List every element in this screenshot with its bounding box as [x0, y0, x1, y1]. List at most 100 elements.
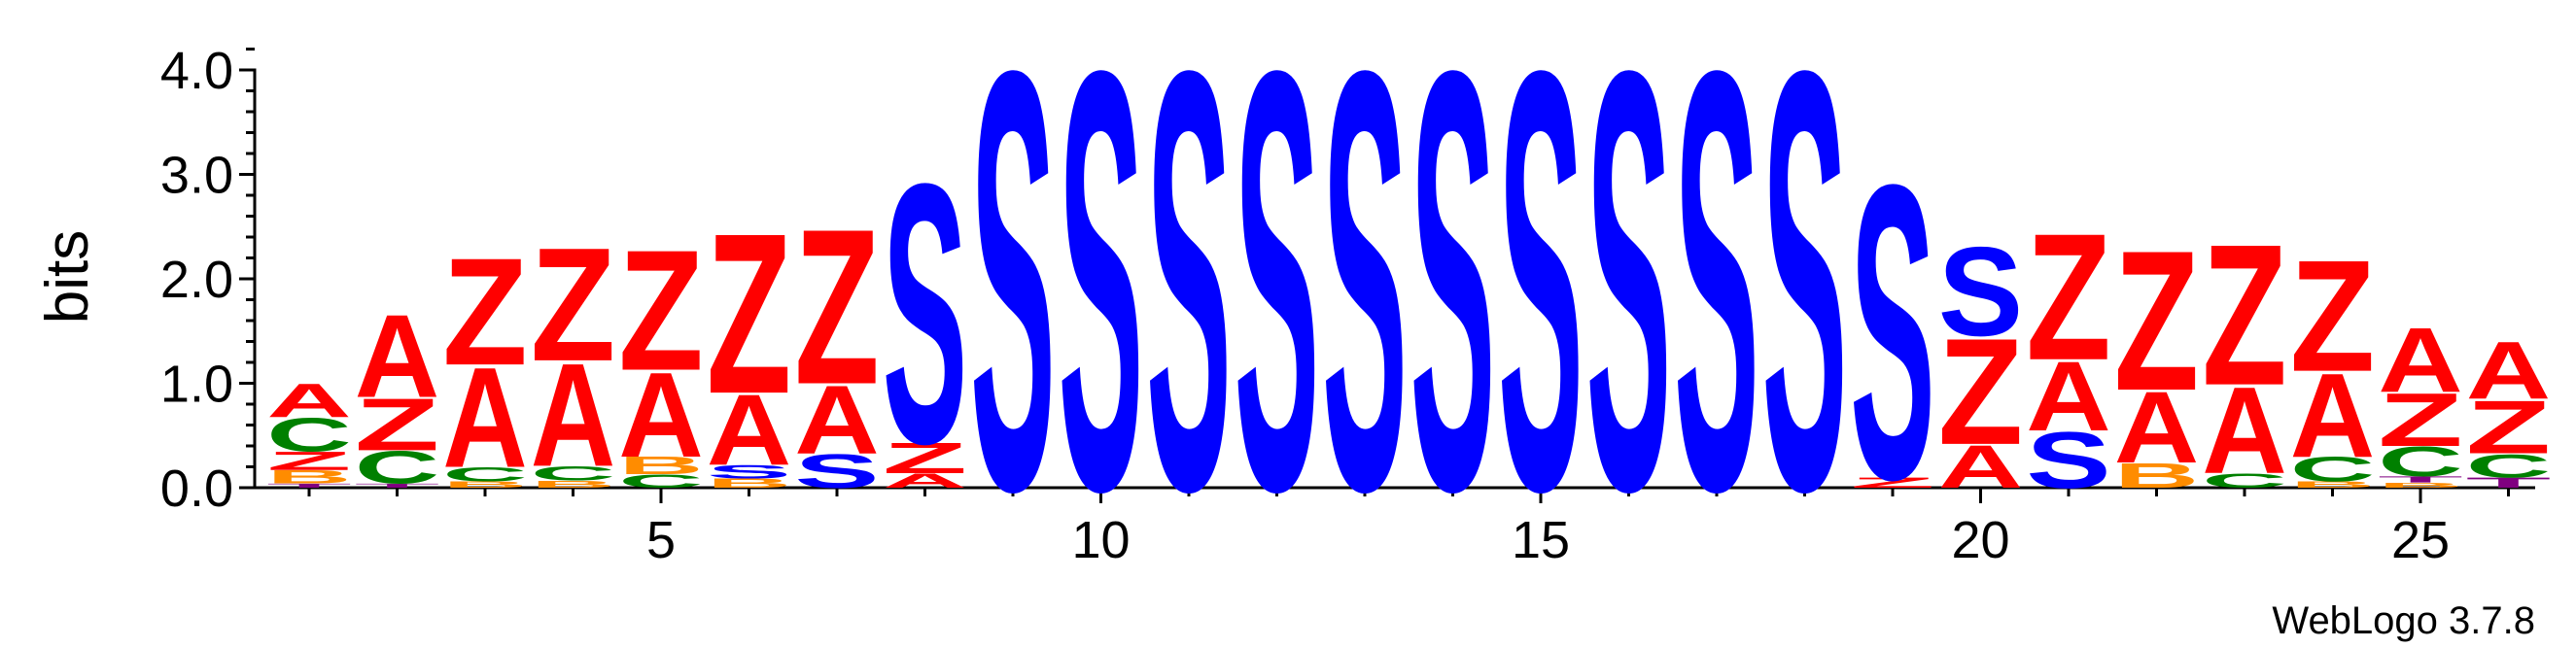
glyph-C-pos-23: C: [2202, 469, 2287, 492]
glyph-Z-pos-21: Z: [2026, 196, 2111, 398]
glyph-B: B: [2290, 480, 2376, 490]
glyph-Z: Z: [355, 383, 440, 466]
glyph-C: C: [2202, 469, 2287, 492]
glyph-S: S: [1674, 0, 1759, 615]
glyph-A: A: [2202, 361, 2287, 499]
glyph-S-pos-13: S: [1322, 0, 1408, 615]
glyph-Z-pos-23: Z: [2202, 204, 2287, 428]
glyph-Z: Z: [2026, 196, 2111, 398]
glyph-Z-pos-1: Z: [266, 446, 352, 475]
glyph-S: S: [1762, 0, 1848, 615]
x-tick-label: 5: [646, 511, 676, 569]
glyph-C: C: [2290, 450, 2376, 489]
glyph-T-pos-2: T: [355, 483, 440, 490]
y-tick-label: 4.0: [160, 42, 233, 100]
glyph-T: T: [2466, 475, 2552, 492]
glyph-Z: Z: [531, 216, 616, 396]
glyph-S: S: [1586, 0, 1672, 615]
glyph-A-pos-3: A: [442, 337, 528, 497]
glyph-Z-pos-26: Z: [2466, 386, 2552, 470]
glyph-A-pos-23: A: [2202, 361, 2287, 499]
glyph-A: A: [355, 290, 440, 423]
glyph-A-pos-5: A: [618, 347, 704, 482]
glyph-Z-pos-6: Z: [707, 187, 792, 442]
glyph-C: C: [618, 471, 704, 493]
glyph-A: A: [707, 374, 792, 487]
glyph-C-pos-1: C: [266, 408, 352, 461]
glyph-S: S: [794, 444, 880, 497]
glyph-S: S: [2026, 416, 2111, 505]
weblogo-credit: WebLogo 3.7.8: [2272, 599, 2535, 642]
glyph-S: S: [1410, 0, 1496, 615]
glyph-A: A: [442, 337, 528, 497]
glyph-A-pos-7: A: [794, 365, 880, 474]
y-tick-label: 3.0: [160, 147, 233, 205]
glyph-C: C: [531, 462, 616, 485]
glyph-S: S: [1850, 97, 1935, 567]
glyph-A: A: [2026, 342, 2111, 452]
glyph-A-pos-24: A: [2290, 348, 2376, 482]
glyph-Z: Z: [1938, 306, 2024, 476]
glyph-Z-pos-2: Z: [355, 383, 440, 466]
glyph-B: B: [531, 479, 616, 491]
glyph-S: S: [1938, 221, 2024, 362]
glyph-Z: Z: [2290, 226, 2376, 404]
glyph-S-pos-20: S: [1938, 221, 2024, 362]
glyph-A-pos-21: A: [2026, 342, 2111, 452]
glyph-T-pos-1: T: [266, 483, 352, 490]
glyph-A-pos-2: A: [355, 290, 440, 423]
glyph-Z: Z: [618, 216, 704, 407]
glyph-A: A: [2378, 309, 2463, 412]
glyph-C: C: [2466, 447, 2552, 485]
x-tick-label: 10: [1071, 511, 1130, 569]
glyph-Z-pos-4: Z: [531, 216, 616, 396]
y-tick-label: 2.0: [160, 251, 233, 309]
glyph-S: S: [1059, 0, 1144, 615]
glyph-Z-pos-20: Z: [1938, 306, 2024, 476]
glyph-S-pos-15: S: [1498, 0, 1584, 615]
glyph-S-pos-16: S: [1586, 0, 1672, 615]
x-tick-label: 25: [2391, 511, 2450, 569]
glyph-S-pos-18: S: [1762, 0, 1848, 615]
glyph-C-pos-3: C: [442, 463, 528, 486]
glyph-S-pos-12: S: [1235, 0, 1320, 615]
glyph-T: T: [266, 483, 352, 490]
glyph-Z: Z: [794, 185, 880, 431]
glyph-Z: Z: [2202, 204, 2287, 428]
glyph-B: B: [2378, 481, 2463, 489]
glyph-A: A: [883, 469, 968, 492]
glyph-C-pos-26: C: [2466, 447, 2552, 485]
glyph-A: A: [2114, 370, 2200, 485]
x-tick-label: 20: [1951, 511, 2009, 569]
glyph-S: S: [1322, 0, 1408, 615]
glyph-C: C: [266, 408, 352, 461]
glyph-C: C: [442, 463, 528, 486]
glyph-S-pos-14: S: [1410, 0, 1496, 615]
axes: 0.0 1.0 2.0 3.0 4.0 5 10 15 20 25: [160, 42, 2535, 569]
glyph-S-pos-6: S: [707, 461, 792, 483]
glyph-S: S: [707, 461, 792, 483]
y-tick-label: 0.0: [160, 460, 233, 518]
glyph-T: T: [2378, 475, 2463, 485]
glyph-Z-pos-25: Z: [2378, 378, 2463, 462]
glyph-S: S: [883, 108, 968, 521]
glyph-S: S: [1146, 0, 1232, 615]
glyph-Z: Z: [2466, 386, 2552, 470]
glyph-S-pos-21: S: [2026, 416, 2111, 505]
glyph-Z-pos-5: Z: [618, 216, 704, 407]
glyph-Z: Z: [442, 226, 528, 397]
glyph-C-pos-24: C: [2290, 450, 2376, 489]
glyph-Z: Z: [266, 446, 352, 475]
glyph-B-pos-1: B: [266, 466, 352, 488]
glyph-B-pos-5: B: [618, 452, 704, 479]
glyph-C: C: [2378, 438, 2463, 486]
glyph-T: T: [355, 483, 440, 490]
glyph-B-pos-25: B: [2378, 481, 2463, 489]
glyph-Z-pos-3: Z: [442, 226, 528, 397]
glyph-S-pos-7: S: [794, 444, 880, 497]
glyph-C-pos-5: C: [618, 471, 704, 493]
glyph-A: A: [266, 373, 352, 426]
glyph-A: A: [2290, 348, 2376, 482]
glyph-T-pos-26: T: [2466, 475, 2552, 492]
